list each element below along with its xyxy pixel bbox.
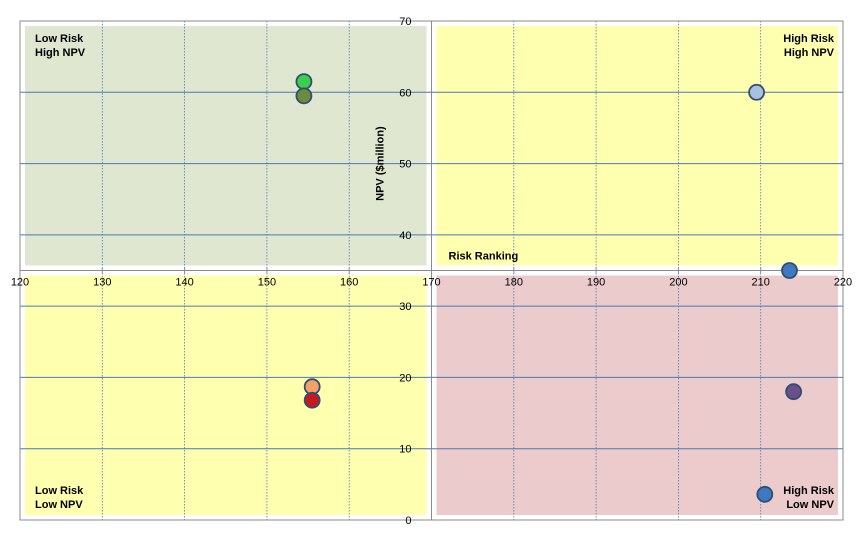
y-tick-label: 50 xyxy=(399,159,411,171)
data-point xyxy=(295,87,313,105)
quadrant-caption-high-risk-low-npv: Low NPV xyxy=(786,499,834,511)
x-tick-label: 200 xyxy=(669,277,687,289)
quadrant-caption-low-risk-low-npv: Low NPV xyxy=(35,499,83,511)
quadrant-caption-low-risk-high-npv: High NPV xyxy=(35,47,86,59)
y-tick-label: 10 xyxy=(399,444,411,456)
x-tick-label: 220 xyxy=(834,277,852,289)
y-tick-label: 40 xyxy=(399,230,411,242)
data-point xyxy=(785,383,803,401)
quadrant-caption-low-risk-high-npv: Low Risk xyxy=(35,33,84,45)
y-tick-label: 60 xyxy=(399,87,411,99)
x-tick-label: 170 xyxy=(422,277,440,289)
x-tick-label: 120 xyxy=(11,277,29,289)
x-axis-title: Risk Ranking xyxy=(449,251,519,263)
data-point xyxy=(781,262,798,279)
quadrant-high-risk-high-npv xyxy=(436,26,838,266)
data-point xyxy=(756,485,774,503)
y-axis-title: NPV ($million) xyxy=(375,126,387,201)
y-tick-label: 30 xyxy=(399,301,411,313)
x-tick-label: 140 xyxy=(175,277,193,289)
x-tick-label: 180 xyxy=(505,277,523,289)
x-tick-label: 160 xyxy=(340,277,358,289)
quadrant-high-risk-low-npv xyxy=(436,275,838,515)
x-tick-label: 190 xyxy=(587,277,605,289)
x-tick-label: 210 xyxy=(752,277,770,289)
quadrant-caption-low-risk-low-npv: Low Risk xyxy=(35,485,84,497)
quadrant-low-risk-high-npv xyxy=(25,26,427,266)
quadrant-caption-high-risk-high-npv: High Risk xyxy=(783,33,835,45)
y-tick-label: 0 xyxy=(405,515,411,527)
data-point xyxy=(748,83,765,101)
data-point xyxy=(295,73,313,90)
quadrant-caption-high-risk-low-npv: High Risk xyxy=(783,485,835,497)
quadrant-caption-high-risk-high-npv: High NPV xyxy=(784,47,835,59)
x-tick-label: 150 xyxy=(258,277,276,289)
quadrant-low-risk-low-npv xyxy=(25,275,427,515)
y-tick-label: 20 xyxy=(399,372,411,384)
y-tick-label: 70 xyxy=(399,16,411,28)
data-point xyxy=(303,391,321,409)
x-tick-label: 130 xyxy=(93,277,111,289)
